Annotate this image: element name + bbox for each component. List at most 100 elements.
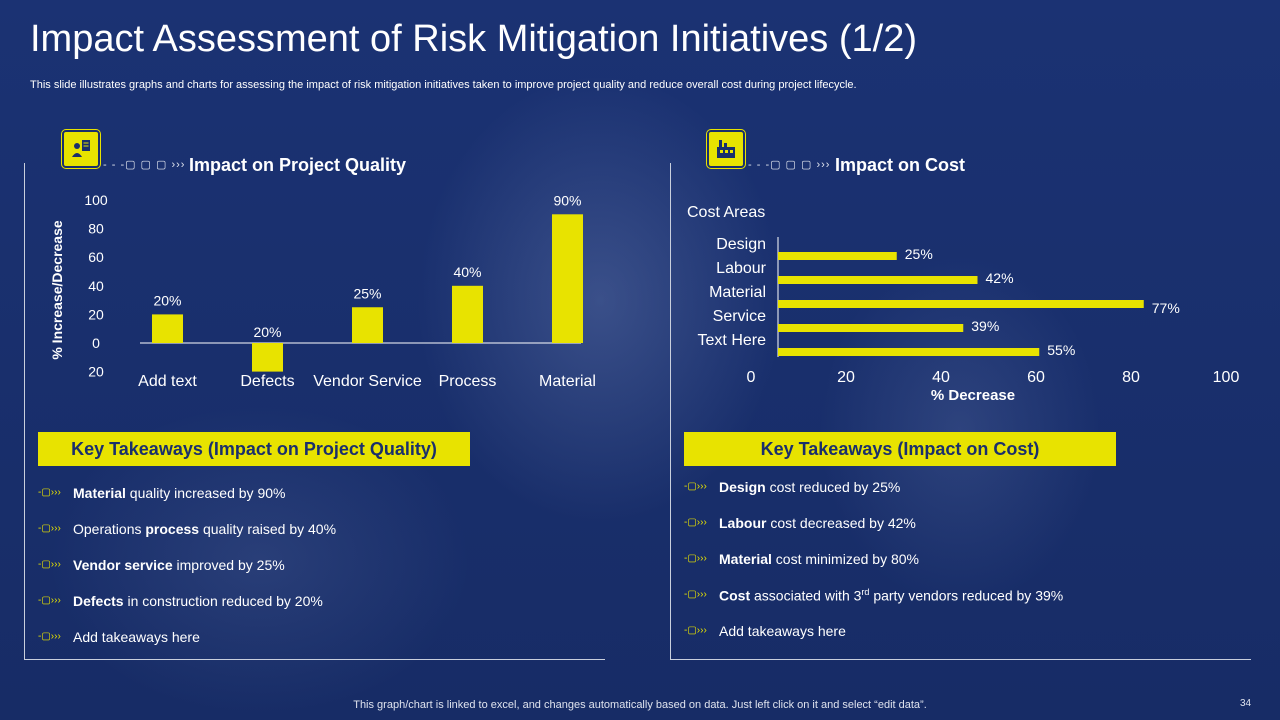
y-axis-title: % Increase/Decrease [49, 220, 65, 360]
category-label: Design [716, 236, 766, 253]
takeaway-bold: Cost [719, 587, 751, 604]
bullet-icon: -▢››› [684, 517, 707, 528]
bar-vendor-service [352, 307, 383, 343]
bar-labour [778, 276, 978, 284]
worker-document-icon [62, 130, 100, 168]
right-panel [670, 163, 1251, 660]
takeaway-rest: cost reduced by 25% [765, 479, 901, 495]
takeaway-bold: Material [73, 485, 126, 501]
takeaway-item: Add takeaways here [719, 623, 846, 639]
y-tick-label: 0 [92, 335, 100, 351]
y-tick-label: 80 [88, 221, 104, 237]
bullet-icon: -▢››› [38, 487, 61, 498]
quality-bar-chart: % Increase/Decrease 100 80 60 40 20 0 20 20% Add … [49, 192, 596, 390]
bullet-icon: -▢››› [684, 553, 707, 564]
takeaway-item: Add takeaways here [73, 629, 200, 645]
x-tick-label: 100 [1213, 369, 1240, 386]
y-tick-label: 20 [88, 306, 104, 322]
data-label: 90% [553, 192, 581, 208]
bar-add-text [152, 314, 183, 343]
takeaway-rest: quality increased by 90% [125, 485, 286, 501]
x-tick-label: Defects [240, 373, 294, 390]
takeaway-bold: Labour [719, 515, 767, 531]
takeaway-rest: quality raised by 40% [199, 521, 337, 537]
takeaway-bold: process [145, 521, 200, 537]
right-panel-title: Impact on Cost [835, 155, 966, 175]
bullet-icon: -▢››› [38, 631, 61, 642]
bullet-icon: -▢››› [684, 625, 707, 636]
takeaway-rest: improved by 25% [172, 557, 285, 573]
bar-design [778, 252, 897, 260]
data-label: 25% [905, 246, 933, 262]
data-label: 25% [353, 285, 381, 301]
takeaway-bold: Design [719, 479, 766, 495]
y-tick-label: 40 [88, 278, 104, 294]
x-tick-label: 60 [1027, 369, 1045, 386]
data-label: 42% [986, 270, 1014, 286]
page-title: Impact Assessment of Risk Mitigation Ini… [30, 18, 917, 60]
bar-process [452, 285, 483, 343]
category-label: Service [713, 308, 766, 325]
bar-defects [252, 343, 283, 372]
bullet-icon: -▢››› [684, 481, 707, 492]
x-tick-label: Add text [138, 373, 197, 390]
x-axis-title: % Decrease [931, 387, 1015, 404]
takeaway-bold: Vendor service [73, 557, 173, 573]
x-tick-label: 40 [932, 369, 950, 386]
x-tick-label: 0 [747, 369, 756, 386]
left-panel [24, 163, 605, 660]
left-connector: - - -▢ ▢ ▢ ››› [103, 159, 186, 171]
category-label: Text Here [698, 332, 767, 349]
x-tick-label: Material [539, 373, 596, 390]
page-number: 34 [1240, 698, 1252, 709]
right-connector: - - -▢ ▢ ▢ ››› [748, 159, 831, 171]
takeaway-bold: Material [719, 551, 772, 567]
takeaway-pre: Operations [73, 521, 146, 537]
bullet-icon: -▢››› [38, 559, 61, 570]
data-label: 20% [153, 292, 181, 308]
x-tick-label: Process [439, 373, 497, 390]
takeaway-rest: cost decreased by 42% [766, 515, 916, 531]
cost-bar-chart: Cost Areas Design 25% Labour 42% Material 77% S… [687, 204, 1240, 404]
takeaway-rest: associated with 3 [750, 587, 862, 604]
bar-service [778, 324, 964, 332]
data-label: 39% [971, 318, 999, 334]
takeaway-item: Labour cost decreased by 42% [719, 515, 916, 531]
category-label: Labour [716, 260, 766, 277]
takeaway-item: Material cost minimized by 80% [719, 551, 919, 567]
takeaway-item: Cost associated with 3rd party vendors r… [719, 587, 1063, 604]
takeaway-rest2: party vendors reduced by 39% [869, 587, 1064, 604]
takeaway-item: Material quality increased by 90% [73, 485, 285, 501]
takeaway-rest: Add takeaways here [719, 623, 846, 639]
data-label: 55% [1047, 342, 1075, 358]
bar-material [778, 300, 1144, 308]
x-tick-label: 20 [837, 369, 855, 386]
y-tick-label: 20 [88, 364, 104, 380]
bullet-icon: -▢››› [38, 595, 61, 606]
bar-text-here [778, 348, 1040, 356]
takeaway-sup: rd [861, 587, 870, 597]
takeaway-rest: Add takeaways here [73, 629, 200, 645]
takeaway-item: Defects in construction reduced by 20% [73, 593, 323, 609]
takeaway-item: Vendor service improved by 25% [73, 557, 285, 573]
bullet-icon: -▢››› [38, 523, 61, 534]
left-panel-title: Impact on Project Quality [189, 155, 407, 175]
right-takeaways-title: Key Takeaways (Impact on Cost) [684, 432, 1116, 466]
data-label: 40% [453, 264, 481, 280]
takeaway-rest: in construction reduced by 20% [123, 593, 323, 609]
data-label: 77% [1152, 300, 1180, 316]
page-subtitle: This slide illustrates graphs and charts… [30, 79, 857, 91]
bullet-icon: -▢››› [684, 589, 707, 600]
left-takeaways-title: Key Takeaways (Impact on Project Quality… [38, 432, 470, 466]
x-tick-label: 80 [1122, 369, 1140, 386]
footer-note: This graph/chart is linked to excel, and… [353, 699, 927, 711]
takeaway-bold: Defects [73, 593, 124, 609]
x-tick-label: Vendor Service [313, 373, 422, 390]
takeaway-item: Design cost reduced by 25% [719, 479, 900, 495]
bar-material [552, 214, 583, 343]
takeaway-rest: cost minimized by 80% [771, 551, 919, 567]
category-label: Material [709, 284, 766, 301]
data-label: 20% [253, 324, 281, 340]
factory-icon [707, 130, 745, 168]
